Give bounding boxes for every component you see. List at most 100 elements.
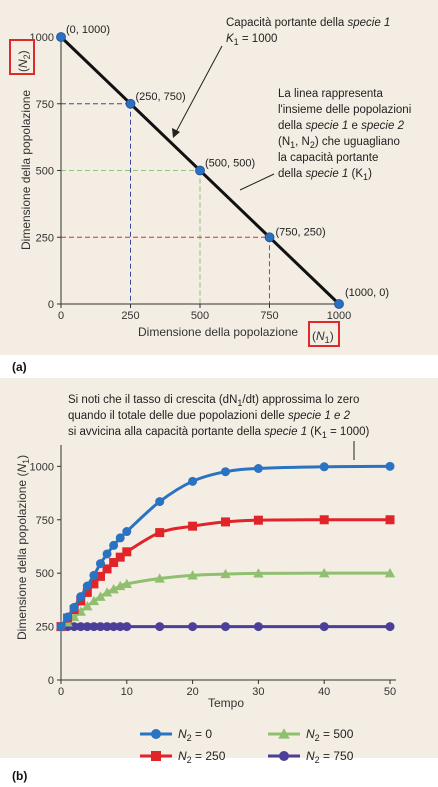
series-marker — [155, 528, 165, 538]
data-point-label: (0, 1000) — [66, 24, 110, 36]
series-marker — [89, 570, 99, 580]
series-marker — [221, 467, 230, 477]
x-tick-label: 10 — [121, 686, 133, 698]
data-point-label: (250, 750) — [136, 91, 186, 103]
series-marker — [89, 622, 99, 632]
y-tick-label: 0 — [48, 299, 54, 311]
series-group — [56, 461, 395, 632]
annotation-mid-line3: della specie 1 e specie 2 — [278, 120, 405, 132]
data-point-label: (750, 250) — [276, 226, 326, 238]
series-marker — [253, 464, 263, 473]
x-tick-label: 40 — [318, 686, 330, 698]
panel-b-ylabel: Dimensione della popolazione (N1) — [15, 455, 31, 640]
series-marker — [122, 622, 132, 632]
series-marker — [95, 559, 105, 569]
legend-item: N2 = 250 — [140, 749, 226, 765]
series-marker — [82, 581, 92, 591]
panel-b-label: (b) — [12, 769, 27, 783]
series-marker — [253, 622, 263, 632]
series-marker — [109, 558, 119, 567]
series-marker — [88, 595, 100, 606]
series-marker — [89, 579, 99, 589]
series-marker — [102, 549, 112, 559]
panel-a-annotation-arrow-line — [175, 45, 223, 133]
x-tick-label: 30 — [252, 686, 264, 698]
data-point-label: (1000, 0) — [345, 287, 389, 299]
panel-a-guides — [61, 103, 270, 304]
series-marker — [76, 592, 86, 602]
series-marker — [221, 622, 230, 632]
series-marker — [253, 568, 264, 578]
annotation-mid-line5: la capacità portante — [278, 152, 378, 164]
series-marker — [69, 622, 79, 632]
panel-b-note: Si noti che il tasso di crescita (dN1/dt… — [68, 394, 370, 460]
series-marker — [385, 461, 395, 471]
series-marker — [188, 521, 198, 531]
panel-b-background — [0, 378, 438, 758]
panel-a-xlabel-var: (N1) — [312, 329, 334, 345]
annotation-mid-leader-line — [239, 173, 275, 191]
series-marker — [115, 533, 125, 543]
y-tick-label: 0 — [48, 675, 54, 687]
legend-label: N2 = 250 — [178, 749, 226, 765]
panel-a-annotation-mid: La linea rappresenta l'insieme delle pop… — [239, 88, 411, 191]
series-marker — [76, 622, 86, 632]
panel-b-series — [55, 461, 396, 632]
y-tick-label: 1000 — [30, 32, 54, 44]
series-marker — [56, 622, 66, 632]
data-point-label: (500, 500) — [205, 158, 255, 170]
x-tick-label: 20 — [186, 686, 198, 698]
panel-b-legend: N2 = 0 N2 = 500 N2 = 250 N2 = 750 — [140, 727, 354, 765]
x-tick-label: 750 — [260, 310, 278, 322]
series-marker — [122, 547, 132, 557]
x-tick-label: 1000 — [327, 310, 351, 322]
panel-a-points: (0, 1000) (250, 750) (500, 500) (750, 250) (… — [56, 24, 389, 309]
note-line1: Si noti che il tasso di crescita (dN1/dt… — [68, 394, 359, 408]
series-marker — [109, 622, 119, 632]
series-marker — [155, 622, 165, 632]
y-tick-label: 750 — [36, 99, 54, 111]
series-marker — [151, 729, 161, 739]
legend-item: N2 = 750 — [268, 749, 354, 765]
panel-a-axes — [60, 33, 343, 305]
chart-panel-a: 0 250 500 750 1000 0 250 500 750 1000 (0, 1000) (2… — [0, 0, 438, 355]
series-marker — [319, 462, 329, 472]
series-marker — [115, 552, 125, 562]
data-point — [125, 98, 136, 109]
series-marker — [82, 622, 92, 632]
x-tick-label: 250 — [121, 310, 139, 322]
series-marker — [109, 540, 119, 550]
series-marker — [82, 601, 93, 611]
panel-a-xlabel: Dimensione della popolazione — [138, 325, 298, 339]
series-marker — [63, 612, 73, 622]
series-marker — [319, 622, 329, 632]
annotation-mid-line6: della specie 1 (K1) — [278, 168, 372, 182]
legend-item: N2 = 0 — [140, 727, 212, 743]
legend-label: N2 = 500 — [306, 727, 354, 743]
data-point — [264, 232, 275, 243]
series-marker — [95, 622, 105, 632]
panel-b-xlabel: Tempo — [208, 696, 244, 710]
series-marker — [221, 517, 230, 527]
legend-item: N2 = 500 — [268, 727, 354, 743]
series-marker — [188, 476, 198, 486]
x-tick-label: 0 — [58, 686, 64, 698]
series-marker — [102, 564, 112, 574]
panel-b-axes — [60, 445, 396, 681]
panel-a-ylabel-var: (N2) — [16, 50, 32, 72]
panel-a-background — [0, 0, 438, 355]
panel-a-annotation-top-line1: Capacità portante della specie 1 — [226, 17, 390, 29]
panel-a-label: (a) — [12, 360, 27, 374]
series-marker — [82, 587, 92, 597]
x-tick-label: 50 — [384, 686, 396, 698]
data-point — [195, 165, 205, 176]
series-marker — [115, 622, 125, 632]
y-tick-label: 500 — [36, 568, 54, 580]
x-tick-label: 0 — [58, 310, 64, 322]
y-tick-label: 1000 — [30, 461, 54, 473]
series-marker — [187, 570, 198, 580]
series-marker — [220, 568, 231, 579]
series-marker — [151, 751, 161, 761]
data-point — [334, 299, 344, 309]
